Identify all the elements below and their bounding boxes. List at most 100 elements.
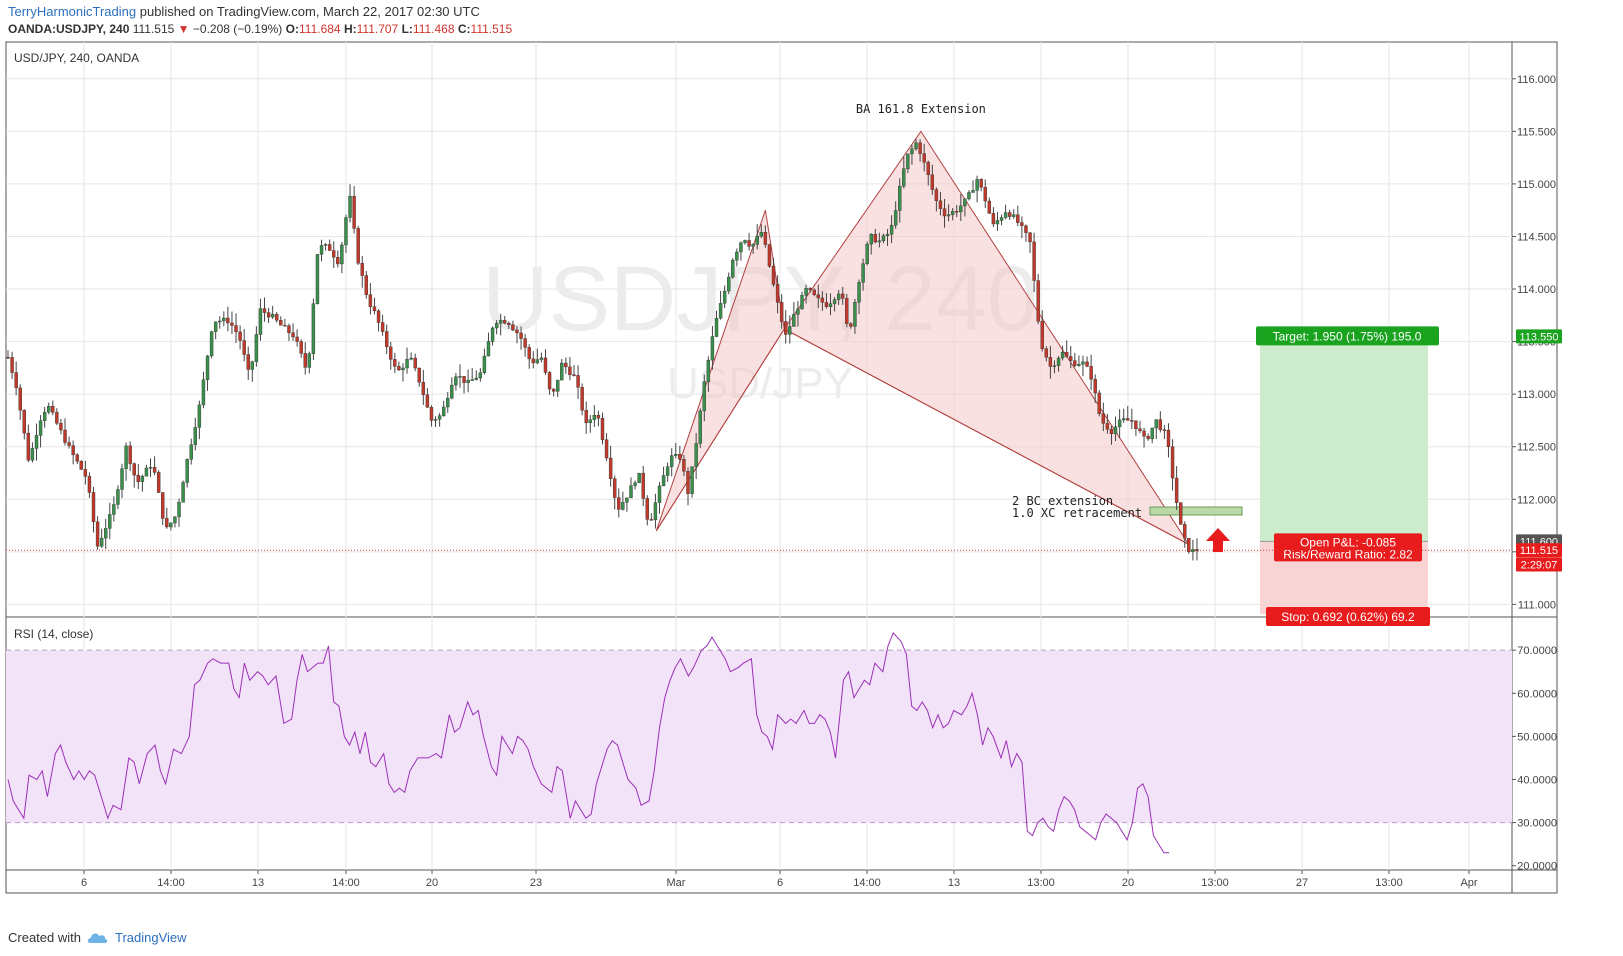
candle-body — [885, 234, 890, 236]
ohlc-line: OANDA:USDJPY, 240 111.515 ▼ −0.208 (−0.1… — [8, 22, 512, 36]
candle-body — [120, 468, 124, 490]
candle-body — [596, 414, 601, 419]
candle-body — [828, 303, 833, 307]
candle-body — [99, 537, 104, 547]
candle-body — [433, 419, 438, 421]
candle-body — [735, 251, 739, 261]
candle-body — [836, 293, 841, 300]
candle-body — [242, 340, 246, 355]
candle-body — [486, 341, 491, 357]
candle-body — [108, 514, 112, 529]
candle-body — [881, 235, 886, 242]
candle-body — [1036, 280, 1040, 322]
candle-body — [950, 211, 955, 215]
buy-arrow-icon — [1206, 528, 1230, 552]
candle-body — [938, 200, 943, 209]
candle-body — [1012, 214, 1016, 217]
candle-body — [1028, 232, 1032, 243]
candle-body — [820, 297, 825, 303]
candle-body — [963, 198, 967, 207]
candle-body — [999, 217, 1004, 221]
rsi-y-tick-label: 50.0000 — [1517, 731, 1557, 743]
candle-body — [462, 376, 466, 383]
candle-body — [360, 263, 364, 276]
candle-body — [490, 327, 495, 342]
pnl-badge — [1274, 533, 1422, 562]
candle-body — [409, 357, 413, 360]
candle-body — [275, 313, 279, 321]
x-tick-label: 20 — [1122, 877, 1134, 889]
candle-body — [136, 474, 140, 482]
candle-body — [503, 320, 507, 324]
candle-body — [608, 457, 613, 479]
candle-body — [727, 276, 731, 292]
candle-body — [983, 187, 987, 202]
candle-body — [421, 382, 426, 395]
candle-body — [389, 346, 393, 360]
candle-body — [181, 482, 185, 503]
candle-body — [519, 332, 523, 339]
candle-body — [299, 341, 303, 354]
low-label: L: — [401, 22, 413, 36]
candle-body — [1048, 357, 1053, 367]
pattern-d-annotation-2: 1.0 XC retracement — [1012, 506, 1142, 520]
candle-body — [226, 317, 230, 324]
candle-body — [59, 423, 63, 431]
candle-body — [185, 459, 189, 483]
candle-body — [523, 338, 527, 348]
candle-body — [79, 461, 83, 470]
candle-body — [751, 244, 755, 247]
candle-body — [906, 153, 910, 169]
pattern-xb-line — [655, 328, 785, 532]
candle-body — [332, 250, 336, 258]
x-tick-label: 13:00 — [1201, 877, 1229, 889]
candle-body — [902, 168, 906, 187]
candle-body — [1077, 363, 1081, 366]
open-label: O: — [285, 22, 299, 36]
candle-body — [670, 455, 674, 467]
candle-body — [979, 179, 983, 188]
candle-body — [841, 293, 845, 299]
candle-body — [621, 502, 625, 510]
x-tick-label: 6 — [81, 877, 87, 889]
candle-body — [914, 142, 918, 150]
candle-body — [1130, 420, 1134, 422]
candle-body — [759, 231, 763, 237]
rsi-y-tick-label: 70.0000 — [1517, 645, 1557, 657]
candle-body — [1040, 321, 1044, 349]
close-value: 111.515 — [470, 22, 513, 36]
down-triangle-icon: ▼ — [177, 22, 190, 36]
candle-body — [1187, 538, 1191, 552]
candle-body — [279, 320, 283, 326]
candle-body — [560, 362, 564, 381]
candle-body — [975, 179, 979, 191]
candle-body — [755, 235, 759, 245]
candle-body — [649, 519, 654, 521]
candle-body — [140, 475, 145, 482]
y-tick-label: 112.500 — [1517, 442, 1556, 454]
candle-body — [1109, 429, 1114, 435]
y-tick-label: 115.500 — [1517, 126, 1556, 138]
candle-body — [75, 454, 79, 462]
candle-body — [1170, 446, 1175, 479]
candle-body — [539, 357, 544, 360]
author-link[interactable]: TerryHarmonicTrading — [8, 4, 137, 19]
candle-body — [1020, 222, 1024, 227]
candle-body — [816, 294, 820, 299]
candle-body — [205, 355, 210, 380]
tradingview-link[interactable]: TradingView — [114, 930, 187, 945]
candle-body — [319, 245, 324, 255]
candle-body — [218, 320, 222, 323]
candle-body — [1142, 430, 1146, 437]
tradingview-logo-icon — [87, 933, 108, 943]
candle-body — [169, 522, 173, 528]
candle-body — [340, 244, 344, 265]
candle-body — [14, 372, 18, 389]
price-axis-badge-label: 2:29:07 — [1521, 559, 1558, 571]
candle-body — [832, 299, 837, 304]
candle-body — [193, 427, 198, 445]
candle-body — [230, 322, 234, 326]
candle-body — [189, 444, 193, 460]
candle-body — [1097, 392, 1101, 414]
